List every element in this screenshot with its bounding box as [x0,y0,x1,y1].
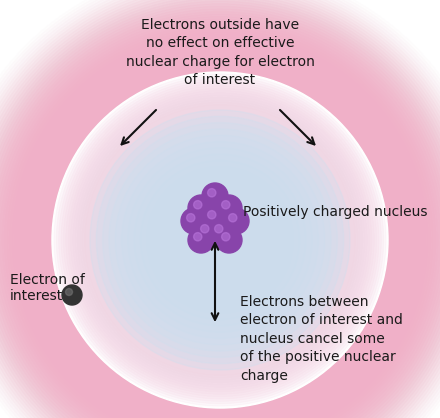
Circle shape [179,199,261,282]
Circle shape [12,32,428,418]
Circle shape [187,214,195,222]
Circle shape [54,74,386,406]
Circle shape [188,227,214,253]
Circle shape [216,227,242,253]
Circle shape [10,30,430,418]
Circle shape [222,201,230,209]
Circle shape [15,35,425,418]
Circle shape [208,189,216,197]
Circle shape [222,232,230,241]
Text: interest: interest [10,289,63,303]
Circle shape [109,129,331,351]
Circle shape [172,192,268,288]
Circle shape [229,214,237,222]
Circle shape [96,116,344,364]
Circle shape [159,179,281,301]
Text: Electrons between
electron of interest and
nucleus cancel some
of the positive n: Electrons between electron of interest a… [240,295,403,382]
Circle shape [66,288,73,296]
Circle shape [181,208,207,234]
Circle shape [70,91,370,390]
Circle shape [0,12,440,418]
Text: Electron of: Electron of [10,273,85,287]
Circle shape [185,205,255,275]
Circle shape [202,183,228,209]
Circle shape [62,285,82,305]
Circle shape [61,81,379,399]
Circle shape [209,219,235,245]
Circle shape [0,17,440,418]
Circle shape [166,186,274,294]
Circle shape [20,40,420,418]
Circle shape [194,201,202,209]
Circle shape [0,4,440,418]
Circle shape [208,211,216,219]
Circle shape [68,88,372,392]
Circle shape [0,19,440,418]
Circle shape [2,22,438,418]
Circle shape [0,6,440,418]
Circle shape [59,79,381,401]
Circle shape [194,232,202,241]
Circle shape [18,38,422,418]
Circle shape [195,219,221,245]
Circle shape [4,25,436,418]
Circle shape [63,84,377,397]
Circle shape [223,208,249,234]
Circle shape [52,72,388,408]
Circle shape [90,110,350,370]
Circle shape [115,135,325,345]
Circle shape [128,148,312,332]
Circle shape [202,205,228,231]
Circle shape [147,167,293,313]
Circle shape [140,161,300,319]
Text: Electrons outside have
no effect on effective
nuclear charge for electron
of int: Electrons outside have no effect on effe… [125,18,315,87]
Circle shape [216,195,242,221]
Circle shape [0,9,440,418]
Circle shape [56,76,384,404]
Circle shape [188,195,214,221]
Circle shape [201,224,209,233]
Circle shape [103,122,337,357]
Text: Positively charged nucleus: Positively charged nucleus [243,205,428,219]
Circle shape [7,27,433,418]
Circle shape [215,224,223,233]
Circle shape [134,154,306,326]
Circle shape [66,86,374,394]
Circle shape [0,14,440,418]
Circle shape [121,142,319,339]
Circle shape [153,173,287,307]
